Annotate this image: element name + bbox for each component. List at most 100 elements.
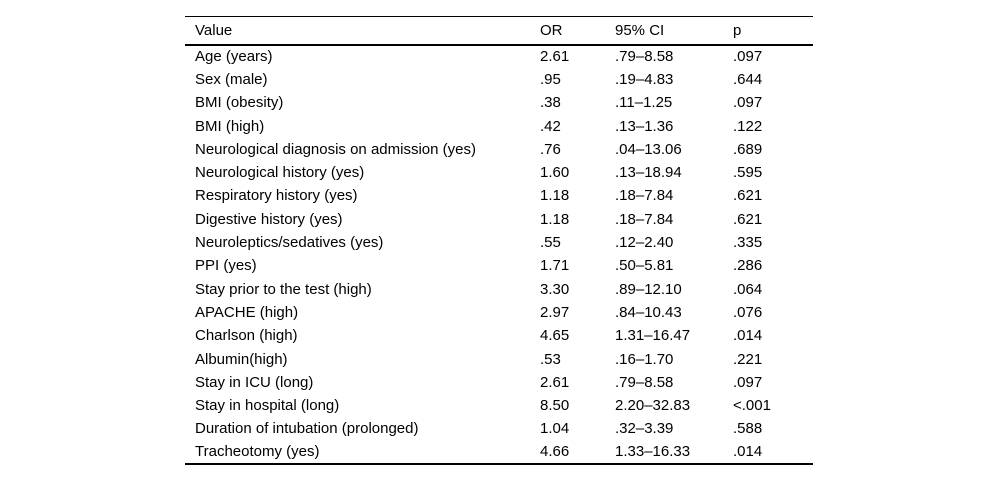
cell-or: 1.71 xyxy=(540,257,570,275)
table-row: Neurological diagnosis on admission (yes… xyxy=(185,138,813,161)
cell-p: .221 xyxy=(733,350,763,368)
cell-p: .014 xyxy=(733,327,763,345)
cell-value: Duration of intubation (prolonged) xyxy=(195,420,419,438)
table-row: Neurological history (yes) 1.60 .13–18.94.… xyxy=(185,161,813,184)
cell-value: Stay in hospital (long) xyxy=(195,397,340,415)
cell-ci: .11–1.25 xyxy=(615,94,673,112)
cell-ci: .32–3.39 xyxy=(615,420,674,438)
cell-value: Sex (male) xyxy=(195,70,268,88)
cell-p: .064 xyxy=(733,280,763,298)
cell-or: 4.66 xyxy=(540,443,570,461)
cell-ci: .19–4.83 xyxy=(615,70,674,88)
cell-p: .621 xyxy=(733,210,763,228)
header-row: Value OR 95% CI p xyxy=(185,17,813,45)
cell-or: 1.04 xyxy=(540,420,570,438)
cell-p: .076 xyxy=(733,303,763,321)
table-row: Neuroleptics/sedatives (yes) .55 .12–2.40.… xyxy=(185,231,813,254)
cell-or: .38 xyxy=(540,94,561,112)
cell-or: 4.65 xyxy=(540,327,570,345)
cell-value: Charlson (high) xyxy=(195,327,298,345)
table-row: Duration of intubation (prolonged) 1.04 .3… xyxy=(185,417,813,440)
cell-ci: .13–1.36 xyxy=(615,117,674,135)
table-row: Stay in hospital (long) 8.50 2.20–32.83 <.0… xyxy=(185,394,813,417)
table-row: Stay in ICU (long) 2.61 .79–8.58 .097 xyxy=(185,371,813,394)
cell-p: .097 xyxy=(733,94,763,112)
cell-value: Respiratory history (yes) xyxy=(195,187,358,205)
cell-ci: .13–18.94 xyxy=(615,164,682,182)
cell-ci: .79–8.58 xyxy=(615,373,674,391)
cell-or: .76 xyxy=(540,140,561,158)
cell-or: 2.97 xyxy=(540,303,570,321)
cell-or: .42 xyxy=(540,117,561,135)
cell-or: .55 xyxy=(540,234,561,252)
cell-value: BMI (obesity) xyxy=(195,94,284,112)
cell-or: 1.18 xyxy=(540,187,570,205)
cell-p: .122 xyxy=(733,117,763,135)
table-row: Stay prior to the test (high) 3.30 .89–12.… xyxy=(185,277,813,300)
cell-ci: .04–13.06 xyxy=(615,140,682,158)
table-row: PPI (yes) 1.71 .50–5.81 .286 xyxy=(185,254,813,277)
cell-value: BMI (high) xyxy=(195,117,265,135)
cell-p: .588 xyxy=(733,420,763,438)
table-row: Sex (male) .95 .19–4.83 .644 xyxy=(185,68,813,91)
cell-value: Tracheotomy (yes) xyxy=(195,443,320,461)
cell-ci: .16–1.70 xyxy=(615,350,674,368)
cell-value: Age (years) xyxy=(195,48,273,66)
cell-p: .014 xyxy=(733,443,763,461)
table-row: Albumin(high) .53 .16–1.70 .221 xyxy=(185,347,813,370)
cell-or: 3.30 xyxy=(540,280,570,298)
cell-p: .286 xyxy=(733,257,763,275)
cell-or: 2.61 xyxy=(540,48,570,66)
cell-or: 8.50 xyxy=(540,397,570,415)
cell-p: .097 xyxy=(733,48,763,66)
cell-or: 1.60 xyxy=(540,164,570,182)
cell-ci: .84–10.43 xyxy=(615,303,682,321)
column-header-value: Value xyxy=(195,21,233,39)
cell-ci: 2.20–32.83 xyxy=(615,397,691,415)
cell-or: 2.61 xyxy=(540,373,570,391)
cell-or: .53 xyxy=(540,350,561,368)
cell-value: Stay prior to the test (high) xyxy=(195,280,372,298)
cell-p: .621 xyxy=(733,187,763,205)
cell-ci: .18–7.84 xyxy=(615,210,674,228)
table-row: Tracheotomy (yes) 4.66 1.33–16.33 .014 xyxy=(185,441,813,464)
cell-or: .95 xyxy=(540,70,561,88)
cell-p: .644 xyxy=(733,70,763,88)
column-header-ci: 95% CI xyxy=(615,21,665,39)
cell-ci: .50–5.81 xyxy=(615,257,674,275)
cell-or: 1.18 xyxy=(540,210,570,228)
cell-p: .595 xyxy=(733,164,763,182)
cell-ci: 1.33–16.33 xyxy=(615,443,691,461)
table-row: APACHE (high) 2.97 .84–10.43 .076 xyxy=(185,301,813,324)
cell-value: Neurological diagnosis on admission (yes… xyxy=(195,140,476,158)
cell-p: .335 xyxy=(733,234,763,252)
column-header-p: p xyxy=(733,21,742,39)
cell-ci: .18–7.84 xyxy=(615,187,674,205)
cell-ci: .89–12.10 xyxy=(615,280,682,298)
cell-ci: .79–8.58 xyxy=(615,48,674,66)
table-header: Value OR 95% CI p xyxy=(185,16,813,45)
odds-ratio-table: Value OR 95% CI p Age (years) 2.61 .79–8.5… xyxy=(185,16,813,465)
cell-ci: .12–2.40 xyxy=(615,234,674,252)
cell-p: .097 xyxy=(733,373,763,391)
table-row: BMI (obesity) .38 .11–1.25 .097 xyxy=(185,91,813,114)
table-container: Value OR 95% CI p Age (years) 2.61 .79–8.5… xyxy=(185,16,813,465)
cell-value: Stay in ICU (long) xyxy=(195,373,314,391)
table-row: Respiratory history (yes) 1.18 .18–7.84 .62… xyxy=(185,184,813,207)
cell-value: Digestive history (yes) xyxy=(195,210,343,228)
cell-value: Albumin(high) xyxy=(195,350,288,368)
table-body: Age (years) 2.61 .79–8.58 .097 Sex (male) .95… xyxy=(185,45,813,464)
table-row: BMI (high) .42 .13–1.36 .122 xyxy=(185,114,813,137)
cell-value: PPI (yes) xyxy=(195,257,257,275)
cell-p: .689 xyxy=(733,140,763,158)
table-row: Charlson (high) 4.65 1.31–16.47 .014 xyxy=(185,324,813,347)
table-row: Age (years) 2.61 .79–8.58 .097 xyxy=(185,45,813,68)
cell-value: Neuroleptics/sedatives (yes) xyxy=(195,234,384,252)
cell-value: APACHE (high) xyxy=(195,303,299,321)
table-row: Digestive history (yes) 1.18 .18–7.84 .621 xyxy=(185,208,813,231)
cell-ci: 1.31–16.47 xyxy=(615,327,691,345)
column-header-or: OR xyxy=(540,21,563,39)
cell-p: <.001 xyxy=(733,397,771,415)
cell-value: Neurological history (yes) xyxy=(195,164,365,182)
